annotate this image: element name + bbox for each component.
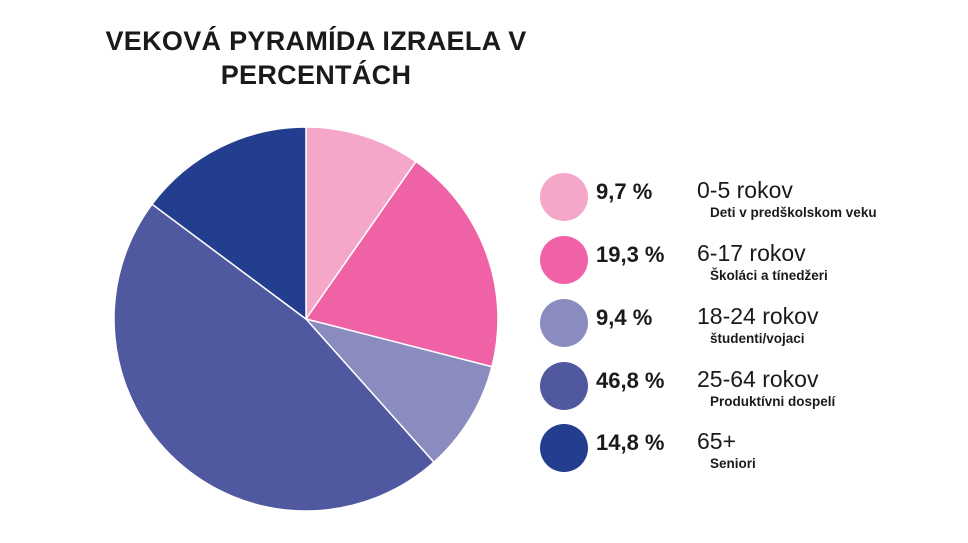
pie-slice-5 (151, 126, 307, 321)
pie-slice-1 (305, 126, 417, 322)
legend-percent: 19,3 % (596, 242, 665, 267)
legend-swatch (540, 424, 588, 472)
chart-title: VEKOVÁ PYRAMÍDA IZRAELA V PERCENTÁCH (105, 26, 527, 90)
legend-description: Školáci a tínedžeri (710, 268, 828, 283)
legend-percent: 14,8 % (596, 430, 665, 455)
legend-age-range: 18-24 rokov (697, 303, 819, 329)
legend-swatch (540, 236, 588, 284)
legend-age-range: 25-64 rokov (697, 366, 819, 392)
pie-slice-2 (304, 160, 499, 368)
legend-swatch (540, 173, 588, 221)
legend-percent: 9,4 % (596, 305, 653, 330)
legend-item: 46,8 % 25-64 rokov Produktívni dospelí (540, 362, 960, 414)
legend-description: Seniori (710, 456, 756, 471)
legend-age-range: 6-17 rokov (697, 240, 806, 266)
legend-item: 19,3 % 6-17 rokov Školáci a tínedžeri (540, 236, 960, 288)
legend-percent: 46,8 % (596, 368, 665, 393)
legend-swatch (540, 299, 588, 347)
legend-age-range: 65+ (697, 428, 737, 454)
legend-description: Produktívni dospelí (710, 394, 836, 409)
legend-swatch (540, 362, 588, 410)
legend-percent: 9,7 % (596, 179, 653, 204)
legend-item: 14,8 % 65+ Seniori (540, 424, 960, 476)
legend-age-range: 0-5 rokov (697, 177, 793, 203)
pie-slice-4 (113, 203, 435, 512)
legend-description: študenti/vojaci (710, 331, 805, 346)
legend-item: 9,7 % 0-5 rokov Deti v predškolskom veku (540, 173, 960, 225)
legend-description: Deti v predškolskom veku (710, 205, 877, 220)
legend-item: 9,4 % 18-24 rokov študenti/vojaci (540, 299, 960, 351)
pie-slice-3 (303, 317, 493, 464)
